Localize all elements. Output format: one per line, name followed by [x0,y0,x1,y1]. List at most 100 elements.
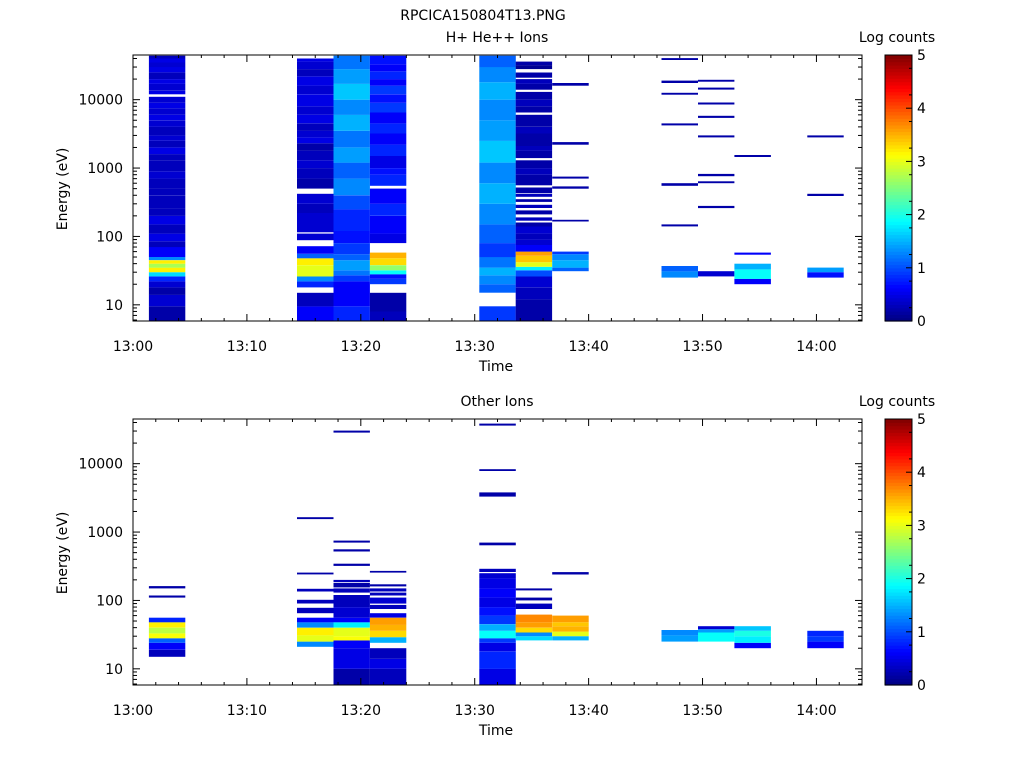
colorbar-segment [885,565,912,570]
heatmap-cell [479,492,516,497]
heatmap-cell [734,269,771,279]
panel-h-he-ions: H+ He++ Ions Log counts Time Energy (eV)… [55,30,935,375]
heatmap-cell [333,583,370,588]
panel-other-ions: Other Ions Log counts Time Energy (eV) 1… [55,394,935,739]
heatmap-cell [148,276,186,282]
heatmap-cell [297,137,334,144]
heatmap-cell [479,306,516,321]
y-tick-label: 10000 [78,93,123,109]
colorbar-segment [885,611,912,616]
heatmap-cell [297,76,334,86]
colorbar-tick-label: 5 [917,48,926,64]
heatmap-cell [515,597,553,601]
heatmap-cell [148,627,186,634]
colorbar-segment [885,442,912,447]
colorbar-segment [885,314,912,319]
colorbar-tick-label: 4 [917,101,926,117]
colorbar-tick-label: 2 [917,572,926,588]
colorbar-segment [885,485,912,490]
colorbar-segment [885,281,912,286]
colorbar-segment [885,675,912,679]
heatmap-cell [369,613,407,618]
heatmap-cell [148,595,186,598]
colorbar-segment [885,244,912,249]
colorbar-segment [885,495,912,500]
heatmap-cell [297,258,334,266]
colorbar-segment [885,578,912,583]
heatmap-cell [552,631,589,637]
colorbar-segment [885,78,912,83]
colorbar: 0 1 2 3 4 5 [884,412,926,694]
heatmap-cell [148,257,186,261]
colorbar-segment [885,154,912,159]
y-tick-label: 1000 [87,161,123,177]
colorbar-segment [885,631,912,636]
colorbar-segment [885,124,912,129]
heatmap-cell [333,69,370,84]
heatmap-cell [148,260,186,264]
colorbar-segment [885,98,912,103]
heatmap-cell [479,573,516,579]
heatmap-cell [148,267,186,273]
heatmap-cell [552,636,589,641]
heatmap-cell [661,224,698,227]
colorbar-segment [885,595,912,600]
heatmap-cell [333,130,370,148]
colorbar-segment [885,482,912,487]
heatmap-cell [333,668,370,685]
heatmap-cell [148,83,186,91]
heatmap-cell [148,72,186,80]
heatmap-cell [515,146,553,151]
colorbar-segment [885,648,912,653]
colorbar-segment [885,284,912,289]
heatmap-cell [333,607,370,618]
colorbar-segment [885,462,912,467]
heatmap-cell [515,299,553,321]
colorbar-segment [885,108,912,113]
heatmap-cell [297,635,334,642]
heatmap-cell [479,630,516,639]
heatmap-cell [661,266,698,272]
colorbar-segment [885,191,912,196]
heatmap-cell [552,622,589,627]
x-tick-label: 13:50 [682,339,722,355]
heatmap-cell [333,627,370,637]
heatmap-cell [479,243,516,258]
heatmap-cell [297,143,334,151]
colorbar-segment [885,261,912,266]
colorbar-segment [885,84,912,89]
colorbar-segment [885,538,912,543]
heatmap-cell [479,624,516,631]
heatmap-cell [369,648,407,659]
heatmap-cell [148,586,186,589]
heatmap-cell [369,604,407,609]
heatmap-cell [297,306,334,321]
heatmap-cell [369,597,407,604]
heatmap-cell [369,658,407,669]
colorbar-segment [885,532,912,536]
colorbar-segment [885,658,912,663]
heatmap-cell [148,281,186,288]
colorbar-segment [885,58,912,63]
heatmap-cell [369,112,407,124]
heatmap-cell [479,615,516,625]
colorbar-segment [885,178,912,182]
colorbar-segment [885,681,912,686]
colorbar-segment [885,621,912,626]
colorbar-segment [885,508,912,513]
heatmap-cell [661,183,698,186]
heatmap-cell [515,79,553,84]
y-axis-label: Energy (eV) [55,148,71,231]
colorbar-segment [885,171,912,176]
colorbar-segment [885,217,912,222]
heatmap-cell [297,123,334,131]
heatmap-cell [297,233,334,241]
colorbar-segment [885,237,912,242]
heatmap-cell [515,632,553,637]
heatmap-cell [515,255,553,263]
colorbar-segment [885,64,912,69]
heatmap-cell [515,91,553,100]
x-tick-label: 13:20 [341,703,381,719]
heatmap-cell [515,210,553,215]
